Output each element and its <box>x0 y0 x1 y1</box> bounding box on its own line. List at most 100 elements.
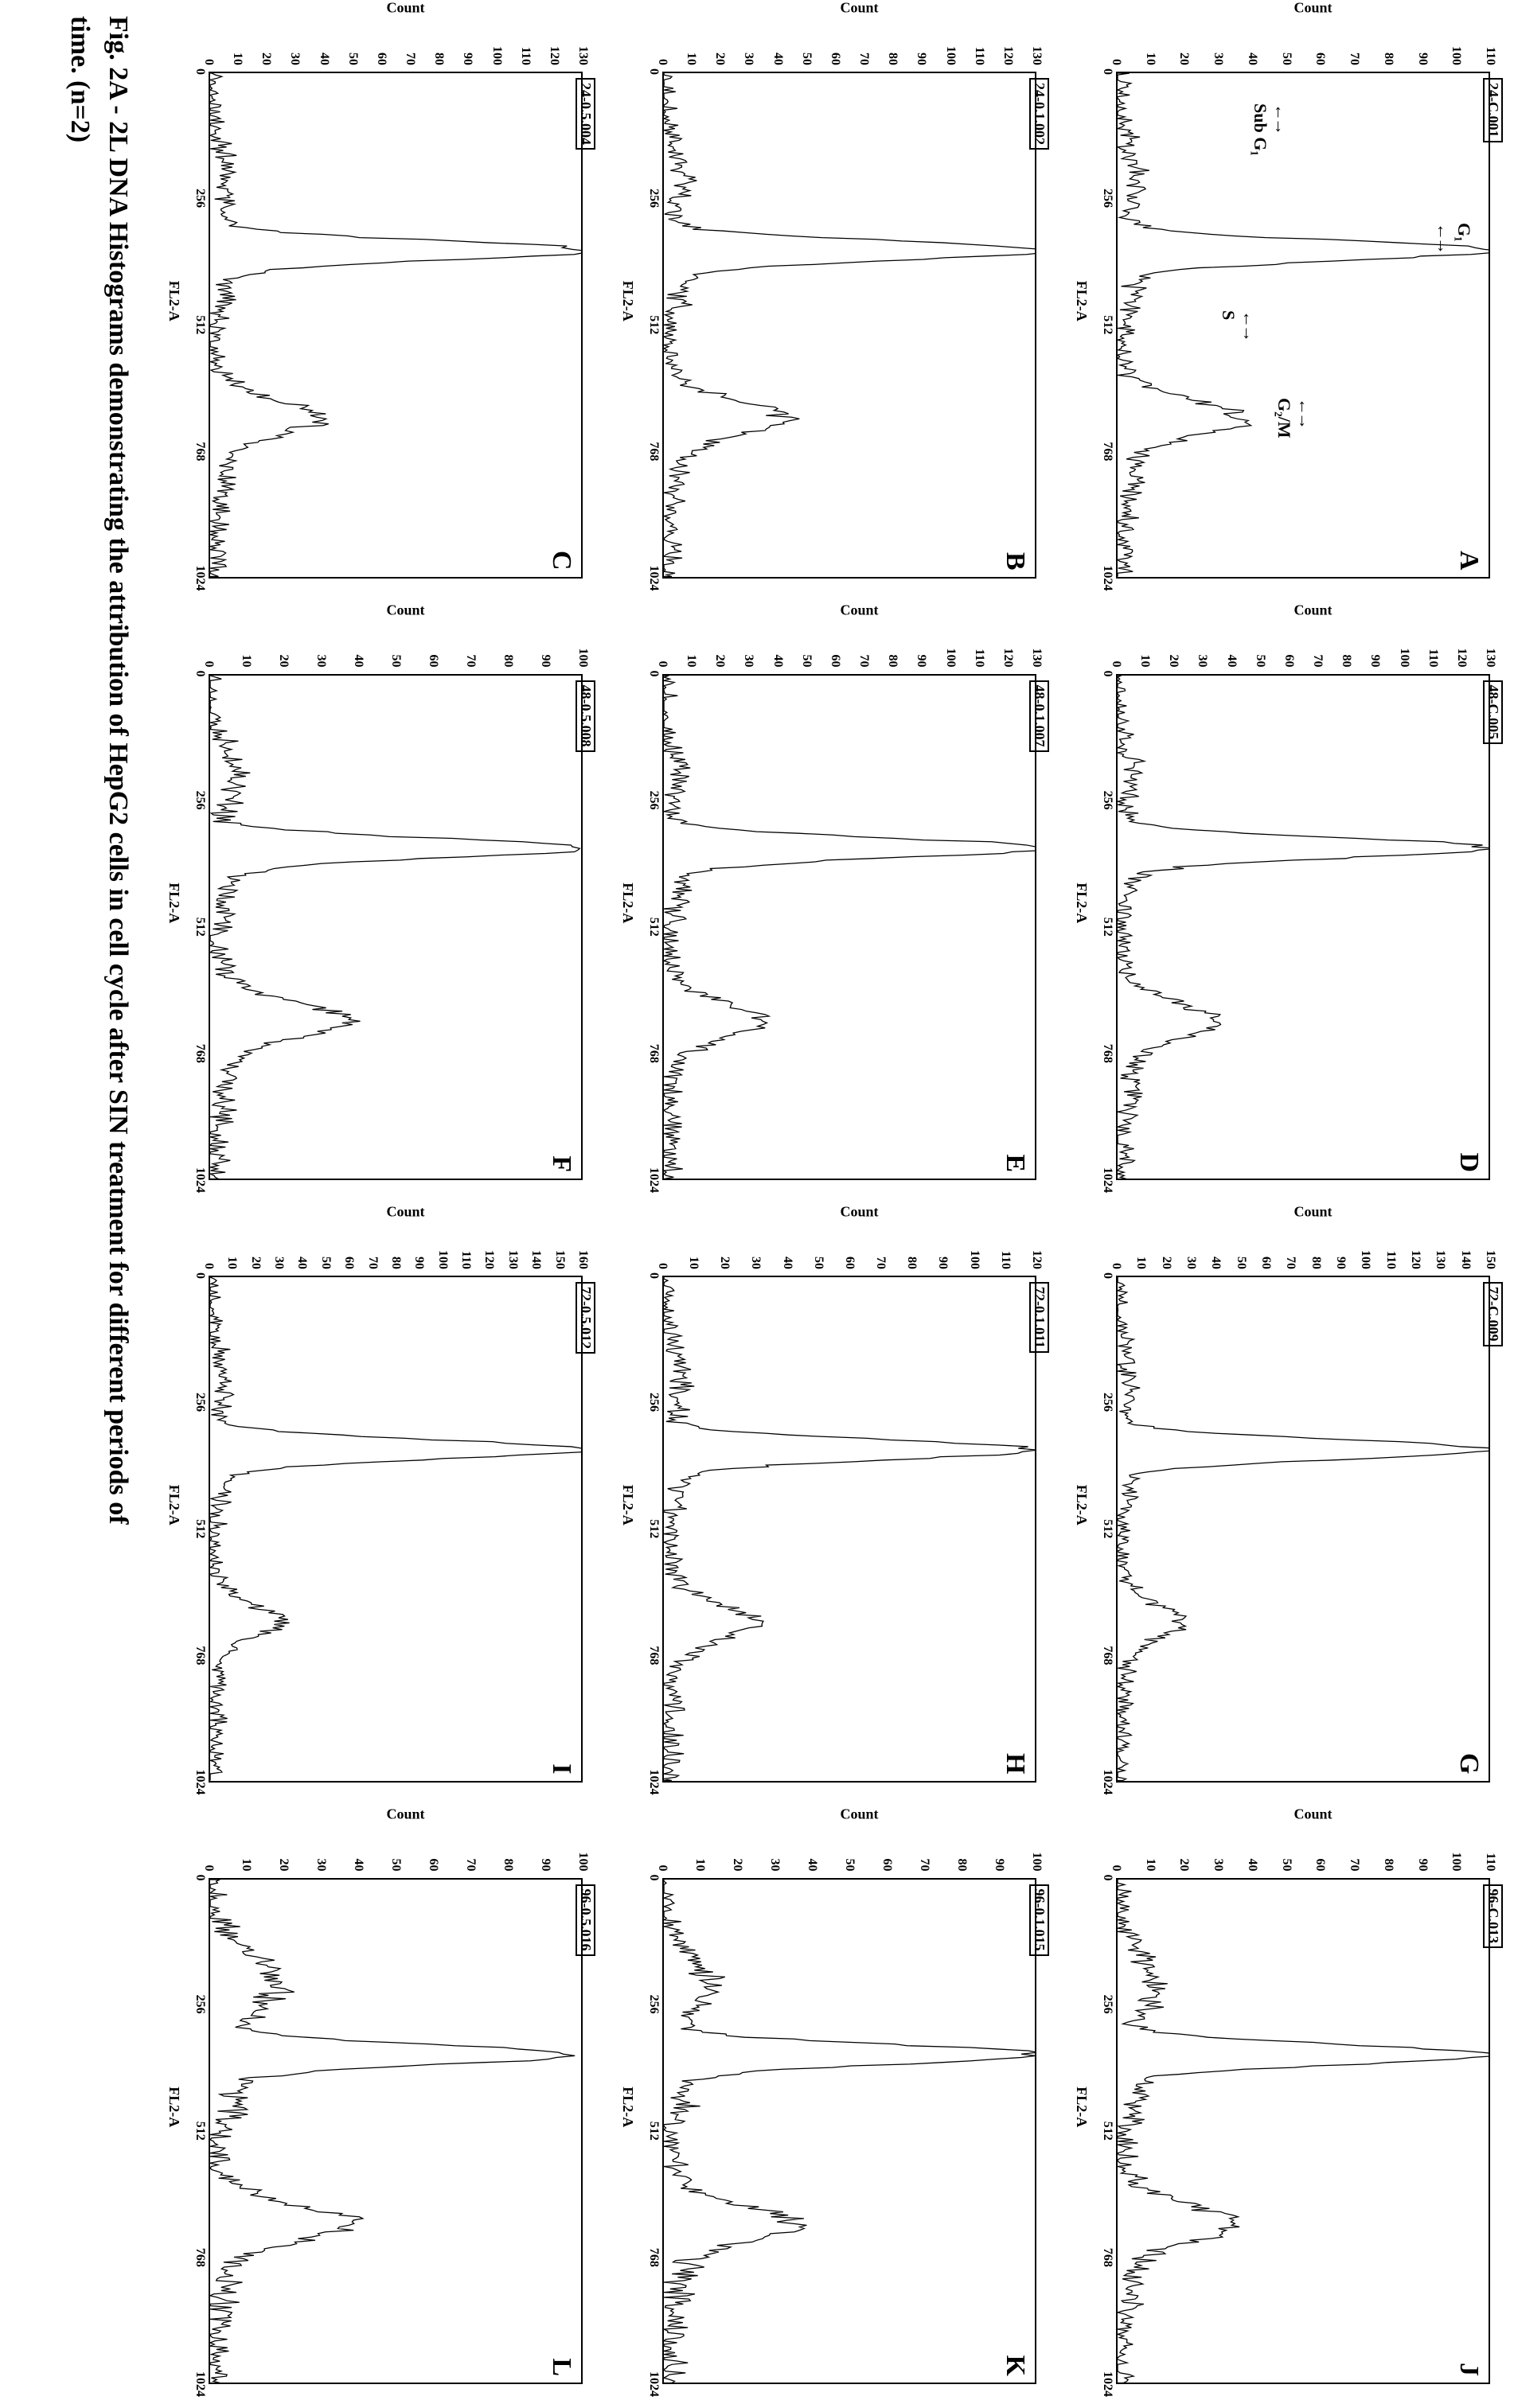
y-tick-label: 50 <box>1279 53 1294 65</box>
y-tick-label: 20 <box>1176 1859 1191 1872</box>
chart-box <box>1116 1878 1490 2385</box>
y-tick-label: 70 <box>463 1859 478 1872</box>
y-tick-label: 10 <box>686 1257 700 1269</box>
x-tick-label: 0 <box>193 1875 207 1881</box>
x-tick-label: 512 <box>1100 2122 1114 2141</box>
histogram-panel-B: 24-0.1.002B01020304050607080901001101201… <box>615 16 1044 586</box>
y-tick-label: 130 <box>1029 46 1044 65</box>
y-tick-label: 50 <box>318 1257 333 1269</box>
y-tick-label: 130 <box>505 1250 520 1269</box>
y-tick-label: 80 <box>431 53 446 65</box>
y-axis-title: Count <box>387 1204 425 1221</box>
x-tick-label: 1024 <box>646 566 661 591</box>
y-tick-label: 80 <box>1339 655 1353 668</box>
chart-box <box>1116 72 1490 579</box>
histogram-panel-L: 96-0.5.016L0102030405060708090100Count02… <box>161 1822 591 2393</box>
y-tick-label: 0 <box>1109 59 1123 65</box>
chart-box <box>662 674 1036 1181</box>
x-tick-label: 1024 <box>1100 2371 1114 2397</box>
y-tick-label: 110 <box>1383 1251 1398 1269</box>
x-axis-title: FL2-A <box>1073 2087 1090 2127</box>
x-tick-label: 512 <box>1100 918 1114 937</box>
y-tick-label: 70 <box>463 655 478 668</box>
y-tick-label: 70 <box>365 1257 380 1269</box>
y-tick-label: 70 <box>1347 1859 1361 1872</box>
x-axis-title: FL2-A <box>166 2087 182 2127</box>
y-tick-label: 50 <box>799 53 814 65</box>
y-tick-label: 40 <box>780 1257 794 1269</box>
y-axis-title: Count <box>1294 1806 1333 1822</box>
y-tick-label: 0 <box>655 1263 669 1269</box>
y-tick-label: 80 <box>388 1257 403 1269</box>
y-tick-label: 110 <box>972 47 986 65</box>
y-tick-label: 40 <box>1208 1257 1223 1269</box>
x-tick-label: 512 <box>646 2122 661 2141</box>
y-axis-ticks: 0102030405060708090100110120130140150 <box>1116 1220 1490 1272</box>
y-tick-label: 50 <box>345 53 360 65</box>
y-tick-label: 0 <box>201 59 216 65</box>
y-tick-label: 60 <box>426 655 440 668</box>
y-tick-label: 60 <box>341 1257 356 1269</box>
x-tick-label: 512 <box>193 2122 207 2141</box>
x-tick-label: 1024 <box>1100 1167 1114 1193</box>
histogram-panel-G: 72-C.009G0102030405060708090100110120130… <box>1068 1220 1498 1790</box>
y-tick-label: 30 <box>1184 1257 1198 1269</box>
x-tick-label: 1024 <box>1100 566 1114 591</box>
x-axis-title: FL2-A <box>619 883 636 923</box>
y-tick-label: 20 <box>248 1257 263 1269</box>
x-tick-label: 1024 <box>646 2371 661 2397</box>
y-tick-label: 10 <box>693 1859 707 1872</box>
y-tick-label: 120 <box>547 46 561 65</box>
y-tick-label: 60 <box>1282 655 1296 668</box>
x-tick-label: 256 <box>1100 791 1114 810</box>
y-tick-label: 60 <box>426 1859 440 1872</box>
x-tick-label: 256 <box>1100 189 1114 208</box>
x-tick-label: 768 <box>646 1044 661 1063</box>
y-tick-label: 0 <box>655 59 669 65</box>
y-tick-label: 0 <box>655 661 669 668</box>
x-axis-ticks: 02565127681024 <box>638 1878 661 2385</box>
x-tick-label: 0 <box>1100 68 1114 75</box>
x-tick-label: 256 <box>193 791 207 810</box>
y-tick-label: 80 <box>1309 1257 1323 1269</box>
y-tick-label: 40 <box>771 655 785 668</box>
chart-box <box>662 1878 1036 2385</box>
x-axis-title: FL2-A <box>166 1485 182 1525</box>
chart-box <box>1116 674 1490 1181</box>
y-tick-label: 90 <box>1333 1257 1348 1269</box>
x-axis-ticks: 02565127681024 <box>1092 1878 1114 2385</box>
x-tick-label: 256 <box>646 791 661 810</box>
x-tick-label: 768 <box>193 442 207 461</box>
y-tick-label: 50 <box>1253 655 1267 668</box>
y-tick-label: 90 <box>992 1859 1006 1872</box>
y-tick-label: 120 <box>482 1250 497 1269</box>
y-tick-label: 0 <box>655 1865 669 1872</box>
y-tick-label: 80 <box>885 655 899 668</box>
x-tick-label: 256 <box>193 189 207 208</box>
y-tick-label: 30 <box>1195 655 1209 668</box>
y-tick-label: 150 <box>1483 1250 1497 1269</box>
x-tick-label: 768 <box>193 2248 207 2267</box>
histogram-panel-D: 48-C.005D0102030405060708090100110120130… <box>1068 618 1498 1189</box>
y-axis-title: Count <box>387 0 425 17</box>
y-tick-label: 90 <box>538 655 552 668</box>
chart-box <box>209 72 583 579</box>
x-axis-ticks: 02565127681024 <box>638 1276 661 1783</box>
x-tick-label: 0 <box>646 671 661 677</box>
y-tick-label: 0 <box>1109 1263 1123 1269</box>
x-tick-label: 512 <box>646 918 661 937</box>
x-tick-label: 0 <box>1100 1875 1114 1881</box>
histogram-grid: 24-C.001A0102030405060708090100110Count0… <box>161 16 1498 2392</box>
y-tick-label: 0 <box>201 1865 216 1872</box>
y-tick-label: 20 <box>1166 655 1180 668</box>
y-tick-label: 140 <box>1458 1250 1473 1269</box>
y-tick-label: 80 <box>501 1859 515 1872</box>
y-tick-label: 50 <box>811 1257 825 1269</box>
y-tick-label: 130 <box>1433 1250 1447 1269</box>
x-axis-ticks: 02565127681024 <box>185 1276 207 1783</box>
y-tick-label: 50 <box>842 1859 857 1872</box>
y-tick-label: 30 <box>741 655 755 668</box>
x-tick-label: 256 <box>1100 1995 1114 2014</box>
chart-box <box>662 1276 1036 1783</box>
x-axis-ticks: 02565127681024 <box>638 72 661 579</box>
